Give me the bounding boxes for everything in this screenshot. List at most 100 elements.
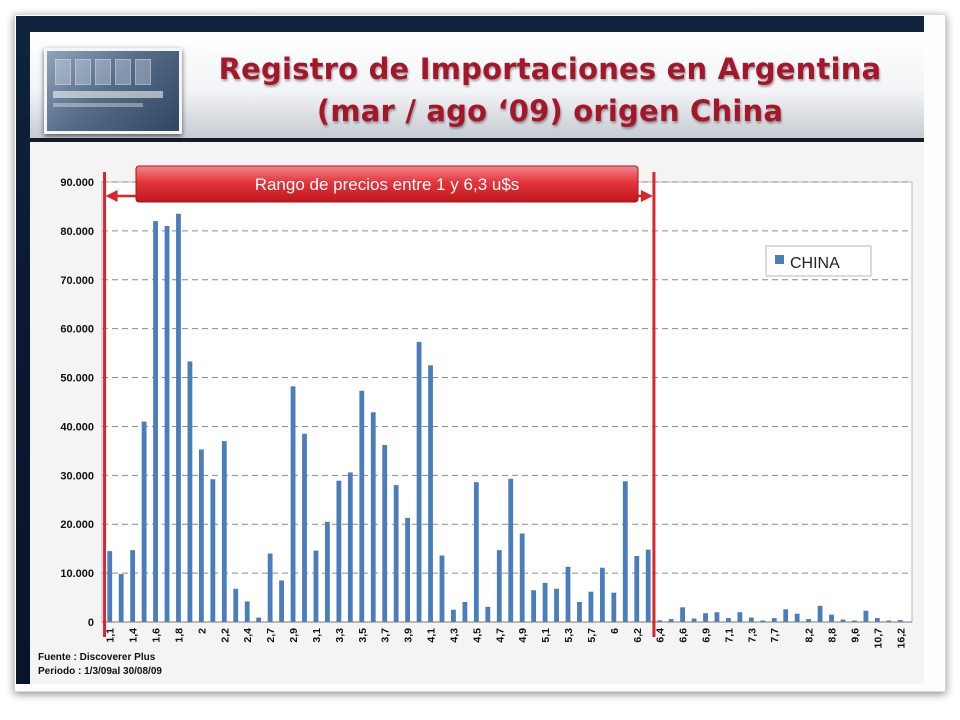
bar-4,6 bbox=[485, 606, 491, 622]
bar-5,9 bbox=[599, 567, 605, 622]
bar-4 bbox=[416, 341, 422, 622]
x-tick-label: 1,8 bbox=[173, 628, 185, 643]
y-tick-label: 60.000 bbox=[60, 324, 94, 336]
bar-9,6 bbox=[852, 620, 857, 622]
footer-period: Periodo : 1/3/09al 30/08/09 bbox=[38, 666, 162, 677]
bar-5,5 bbox=[577, 601, 582, 622]
bar-2,2 bbox=[221, 441, 227, 622]
bar-2,9 bbox=[290, 386, 296, 622]
x-tick-label: 2,7 bbox=[265, 628, 277, 643]
bar-5 bbox=[531, 590, 537, 622]
x-tick-label: 1,4 bbox=[128, 628, 140, 643]
bar-4,5 bbox=[473, 482, 479, 622]
bar-4,7 bbox=[496, 550, 502, 622]
bar-5,1 bbox=[542, 582, 548, 622]
bar-8,2 bbox=[806, 619, 812, 622]
bar-2 bbox=[198, 449, 204, 622]
bar-7,2 bbox=[737, 612, 743, 622]
range-label-box bbox=[135, 165, 639, 203]
bar-3,1 bbox=[313, 550, 319, 622]
x-tick-label: 4,9 bbox=[517, 628, 529, 643]
x-tick-label: 3,1 bbox=[311, 628, 323, 643]
x-tick-label: 5,7 bbox=[586, 628, 598, 643]
x-tick-label: 4,3 bbox=[448, 628, 460, 643]
bar-2,8 bbox=[279, 580, 284, 622]
afip-logo-icon bbox=[44, 48, 182, 134]
x-tick-label: 6,4 bbox=[655, 628, 667, 643]
x-tick-label: 3,9 bbox=[403, 628, 415, 643]
bar-7 bbox=[714, 612, 720, 622]
y-tick-label: 70.000 bbox=[60, 275, 94, 287]
bar-6,5 bbox=[668, 619, 674, 622]
x-tick-label: 7,1 bbox=[723, 628, 735, 643]
x-tick-label: 4,1 bbox=[426, 628, 438, 643]
page-title-line-2: (mar / ago ‘09) origen China bbox=[316, 94, 784, 128]
bar-8 bbox=[794, 613, 800, 622]
footer-source: Fuente : Discoverer Plus bbox=[38, 652, 156, 663]
bar-5,7 bbox=[588, 591, 594, 622]
bar-3,5 bbox=[359, 390, 365, 622]
bar-7,7 bbox=[771, 618, 777, 622]
x-tick-label: 5,3 bbox=[563, 628, 575, 643]
bar-2,5 bbox=[256, 617, 262, 622]
bar-1,8 bbox=[176, 213, 181, 622]
x-tick-label: 4,7 bbox=[494, 628, 506, 643]
bar-7,3 bbox=[748, 617, 754, 622]
range-label: Rango de precios entre 1 y 6,3 u$s bbox=[255, 175, 520, 194]
bar-1,2 bbox=[118, 574, 124, 622]
bar-1,6 bbox=[153, 221, 158, 622]
x-tick-label: 6 bbox=[609, 628, 621, 634]
x-tick-label: 7,3 bbox=[746, 628, 758, 643]
bar-6 bbox=[611, 592, 617, 622]
x-tick-label: 1,6 bbox=[151, 628, 163, 643]
bar-6,8 bbox=[691, 618, 697, 622]
chart-area: 0 10.000 20.000 30.000 40.000 50.000 60.000 70.… bbox=[30, 142, 924, 684]
bar-8,8 bbox=[829, 614, 834, 622]
x-tick-label: 16,2 bbox=[895, 628, 907, 649]
range-arrowhead-left bbox=[105, 190, 118, 202]
bar-2,3 bbox=[233, 588, 239, 622]
bar-10,7 bbox=[874, 618, 880, 622]
bar-1,1 bbox=[107, 551, 113, 622]
bar-6,2 bbox=[634, 556, 640, 622]
bar-1,7 bbox=[164, 226, 170, 622]
x-tick-label: 3,5 bbox=[357, 628, 369, 643]
y-tick-label: 20.000 bbox=[60, 519, 94, 531]
bar-3,7 bbox=[382, 445, 388, 622]
x-tick-label: 2 bbox=[196, 628, 208, 634]
bar-7,1 bbox=[726, 618, 731, 622]
legend: CHINA bbox=[765, 245, 872, 277]
y-tick-label: 30.000 bbox=[60, 470, 94, 482]
x-tick-label: 2,9 bbox=[288, 628, 300, 643]
bar-2,7 bbox=[267, 553, 273, 622]
bar-4,3 bbox=[451, 609, 456, 622]
bar-10 bbox=[863, 610, 869, 622]
x-tick-label: 2,4 bbox=[242, 628, 254, 643]
x-tick-label: 7,7 bbox=[769, 628, 781, 643]
x-tick-label: 6,6 bbox=[678, 628, 690, 643]
x-tick-label: 6,9 bbox=[701, 628, 713, 643]
bar-8,5 bbox=[817, 605, 823, 622]
y-tick-label: 80.000 bbox=[60, 226, 94, 238]
x-tick-label: 5,1 bbox=[540, 628, 552, 643]
bar-6,4 bbox=[657, 620, 663, 622]
x-tick-label: 10,7 bbox=[872, 628, 884, 649]
x-tick-label: 8,8 bbox=[827, 628, 839, 643]
y-tick-label: 10.000 bbox=[60, 568, 94, 580]
bar-1,9 bbox=[187, 361, 193, 622]
bar-4,4 bbox=[462, 601, 468, 622]
bar-7,9 bbox=[783, 609, 789, 622]
bar-2,1 bbox=[210, 479, 216, 622]
bar-12 bbox=[886, 620, 892, 622]
header-separator bbox=[30, 139, 924, 141]
bar-16,2 bbox=[897, 620, 903, 622]
x-tick-label: 3,7 bbox=[380, 628, 392, 643]
y-tick-label: 50.000 bbox=[60, 373, 94, 385]
x-tick-label: 1,1 bbox=[105, 628, 117, 643]
bar-5,2 bbox=[554, 588, 559, 622]
bar-9,3 bbox=[840, 619, 846, 622]
bar-1,5 bbox=[141, 421, 147, 622]
bar-6,1 bbox=[622, 481, 628, 622]
legend-box bbox=[765, 245, 872, 277]
bar-5,3 bbox=[565, 566, 571, 622]
